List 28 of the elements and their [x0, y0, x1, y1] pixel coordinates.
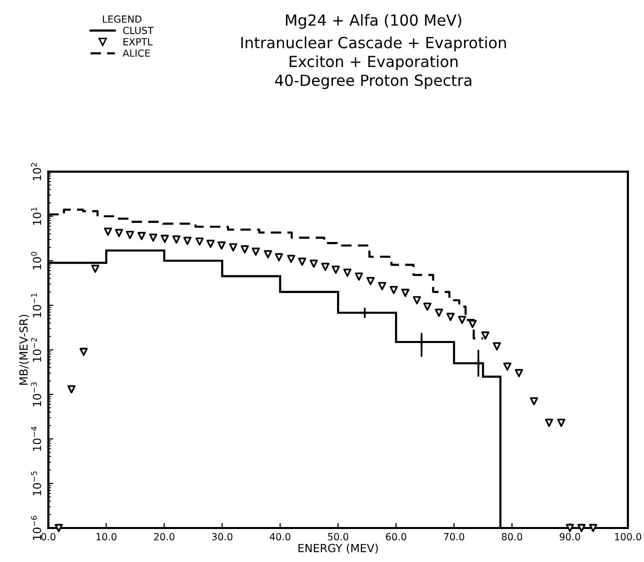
- y-tick-label: 10$^{−5}$: [31, 471, 42, 496]
- x-axis-title: ENERGY (MEV): [298, 544, 378, 554]
- x-tick-label: 60.0: [386, 533, 406, 540]
- x-tick-label: 40.0: [270, 533, 290, 540]
- x-tick-label: 50.0: [328, 533, 348, 540]
- x-tick-label: 10.0: [96, 533, 116, 540]
- x-tick-label: 30.0: [212, 533, 232, 540]
- legend-label: EXPTL: [124, 38, 153, 46]
- y-tick-label: 10$^{0}$: [31, 252, 42, 270]
- y-tick-label: 10$^{−4}$: [31, 426, 42, 451]
- y-tick-label: 10$^{−3}$: [31, 382, 42, 406]
- x-tick-label: 100.0: [615, 533, 642, 540]
- x-tick-label: 70.0: [444, 533, 464, 540]
- legend-title: LEGEND: [102, 15, 142, 23]
- chart-title: Mg24 + Alfa (100 MeV): [286, 14, 462, 29]
- y-tick-label: 10$^{−2}$: [31, 338, 42, 362]
- x-tick-label: 20.0: [154, 533, 174, 540]
- y-tick-label: 10$^{2}$: [31, 163, 42, 180]
- chart-subtitle: Intranuclear Cascade + Evaprotion Exciton + Evaporation 40-Degree Proton Spectra: [241, 36, 506, 90]
- x-tick-label: 90.0: [560, 533, 580, 540]
- y-tick-label: 10$^{−6}$: [31, 516, 42, 540]
- x-tick-label: 0.0: [41, 533, 56, 540]
- y-axis-title: MB/(MEV-SR): [19, 314, 30, 385]
- legend-label: ALICE: [122, 49, 150, 57]
- y-tick-label: 10$^{1}$: [31, 208, 42, 225]
- y-tick-label: 10$^{−1}$: [31, 293, 42, 318]
- legend-label: CLUST: [123, 26, 154, 34]
- x-tick-label: 80.0: [502, 533, 522, 540]
